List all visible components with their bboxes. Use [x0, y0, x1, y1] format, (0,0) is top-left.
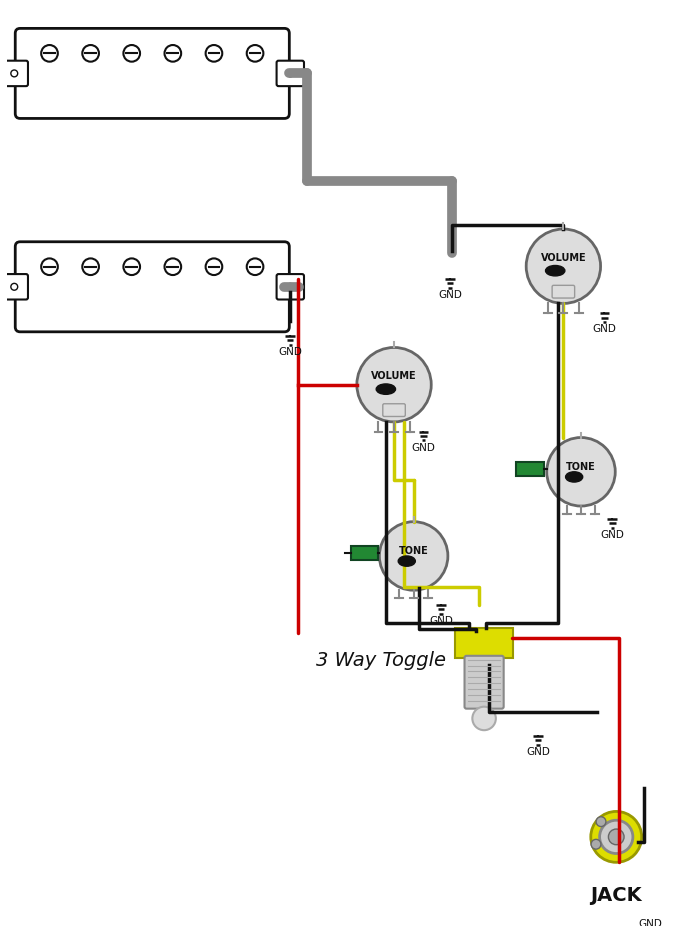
Text: GND: GND [429, 616, 453, 626]
Circle shape [287, 70, 294, 77]
Circle shape [526, 229, 601, 304]
Circle shape [246, 258, 263, 275]
Circle shape [591, 839, 601, 849]
Circle shape [41, 45, 58, 62]
Text: GND: GND [526, 747, 550, 757]
Text: GND: GND [412, 443, 435, 453]
Circle shape [473, 707, 496, 731]
Ellipse shape [398, 556, 415, 566]
FancyBboxPatch shape [15, 242, 289, 332]
Circle shape [10, 70, 18, 77]
FancyBboxPatch shape [1, 61, 28, 86]
Ellipse shape [545, 266, 565, 276]
Circle shape [287, 283, 294, 290]
Text: GND: GND [279, 347, 302, 357]
Circle shape [596, 817, 606, 827]
Circle shape [123, 258, 140, 275]
Circle shape [379, 521, 448, 590]
Bar [351, 546, 379, 560]
Ellipse shape [376, 384, 396, 394]
FancyBboxPatch shape [465, 656, 504, 708]
Text: 3 Way Toggle: 3 Way Toggle [316, 651, 446, 670]
FancyBboxPatch shape [552, 285, 575, 298]
Text: TONE: TONE [566, 462, 596, 471]
Circle shape [41, 258, 58, 275]
Circle shape [357, 347, 431, 422]
Text: VOLUME: VOLUME [371, 371, 417, 382]
Text: GND: GND [593, 324, 617, 334]
Circle shape [206, 258, 223, 275]
FancyBboxPatch shape [383, 404, 405, 417]
Text: TONE: TONE [399, 545, 428, 556]
Text: GND: GND [601, 530, 624, 540]
Bar [517, 462, 544, 476]
Circle shape [123, 45, 140, 62]
FancyBboxPatch shape [276, 61, 304, 86]
Circle shape [164, 45, 181, 62]
Circle shape [547, 437, 615, 506]
Circle shape [246, 45, 263, 62]
Circle shape [10, 283, 18, 290]
Text: VOLUME: VOLUME [540, 253, 586, 263]
Text: GND: GND [638, 919, 662, 926]
Ellipse shape [566, 471, 582, 482]
FancyBboxPatch shape [1, 274, 28, 299]
Circle shape [206, 45, 223, 62]
Circle shape [83, 45, 99, 62]
Circle shape [608, 829, 624, 845]
Bar [455, 629, 514, 657]
Circle shape [591, 811, 642, 862]
FancyBboxPatch shape [15, 29, 289, 119]
Circle shape [600, 820, 633, 854]
Circle shape [164, 258, 181, 275]
Text: GND: GND [438, 290, 462, 300]
Text: JACK: JACK [590, 886, 642, 905]
FancyBboxPatch shape [276, 274, 304, 299]
Circle shape [83, 258, 99, 275]
